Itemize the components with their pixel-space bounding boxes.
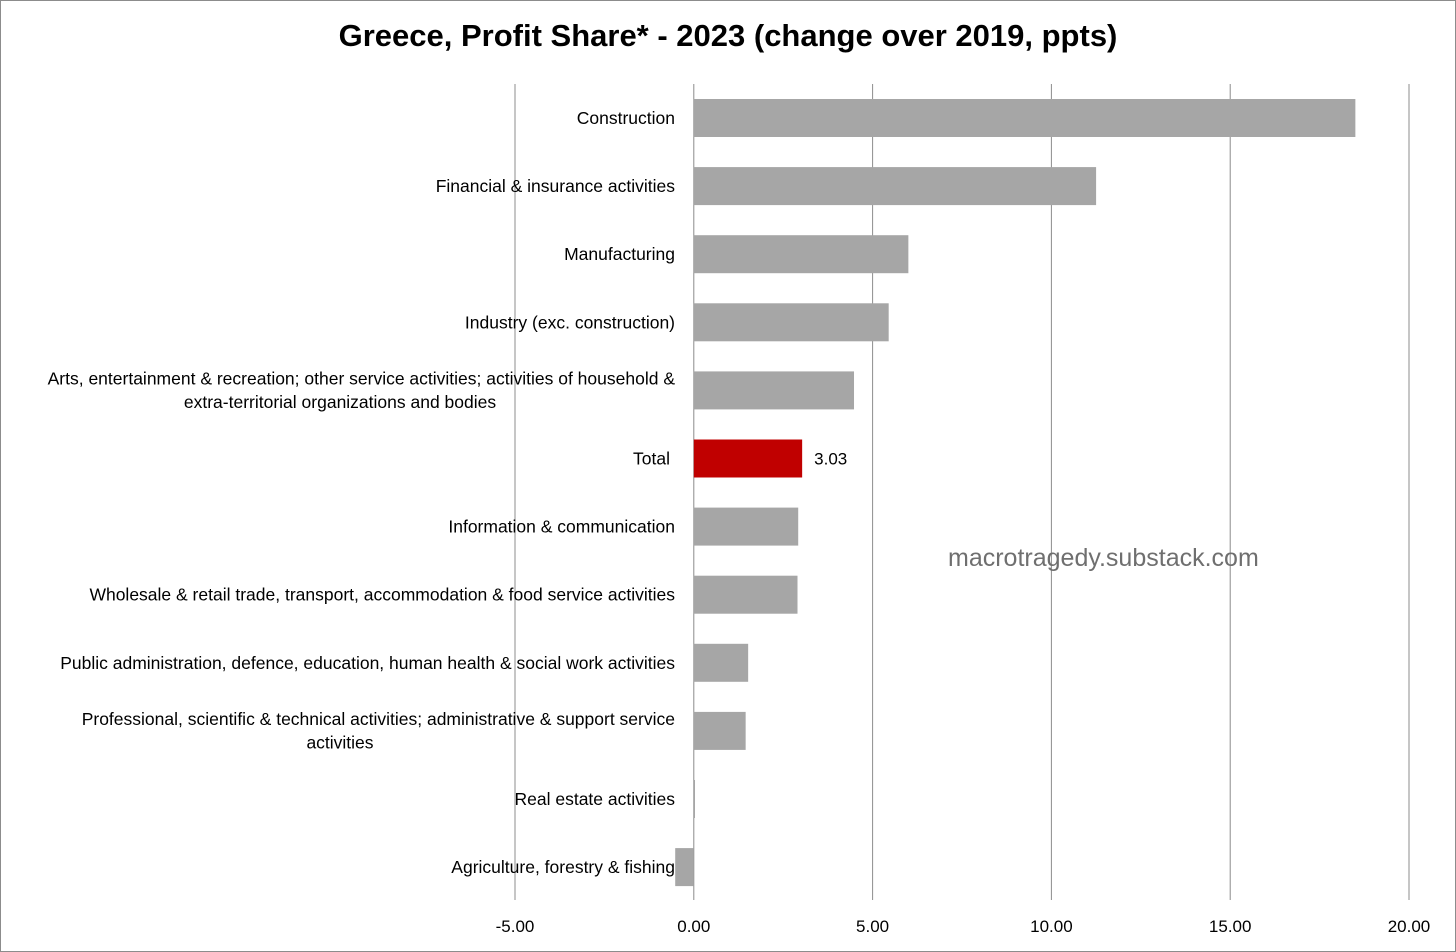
- bar: [693, 439, 803, 478]
- bar: [693, 507, 799, 546]
- x-tick-label: 20.00: [1388, 917, 1431, 936]
- x-tick-label: -5.00: [496, 917, 535, 936]
- category-label: Agriculture, forestry & fishing: [451, 857, 675, 877]
- bar: [693, 575, 798, 614]
- bar: [693, 99, 1356, 137]
- x-tick-label: 0.00: [677, 917, 710, 936]
- bar: [693, 371, 855, 410]
- category-label: Information & communication: [448, 517, 675, 537]
- bar: [693, 167, 1097, 206]
- watermark: macrotragedy.substack.com: [948, 544, 1259, 572]
- category-label: Construction: [577, 108, 675, 128]
- bar: [675, 848, 694, 887]
- category-label: Professional, scientific & technical act…: [82, 709, 675, 753]
- data-label: 3.03: [814, 450, 847, 469]
- x-tick-label: 5.00: [856, 917, 889, 936]
- category-label: Wholesale & retail trade, transport, acc…: [89, 585, 675, 605]
- category-label: Industry (exc. construction): [465, 312, 675, 332]
- category-label: Arts, entertainment & recreation; other …: [48, 369, 676, 413]
- category-label: Financial & insurance activities: [436, 176, 676, 196]
- bar: [693, 235, 909, 274]
- category-label: Total: [633, 449, 670, 469]
- category-label: Real estate activities: [515, 789, 676, 809]
- chart-title: Greece, Profit Share* - 2023 (change ove…: [338, 18, 1118, 53]
- x-tick-label: 15.00: [1209, 917, 1252, 936]
- bar: [693, 711, 746, 750]
- category-label: Public administration, defence, educatio…: [60, 653, 675, 673]
- x-tick-label: 10.00: [1030, 917, 1073, 936]
- bar: [693, 780, 695, 818]
- bar: [693, 303, 889, 342]
- category-label: Manufacturing: [564, 244, 675, 264]
- bar: [693, 643, 749, 682]
